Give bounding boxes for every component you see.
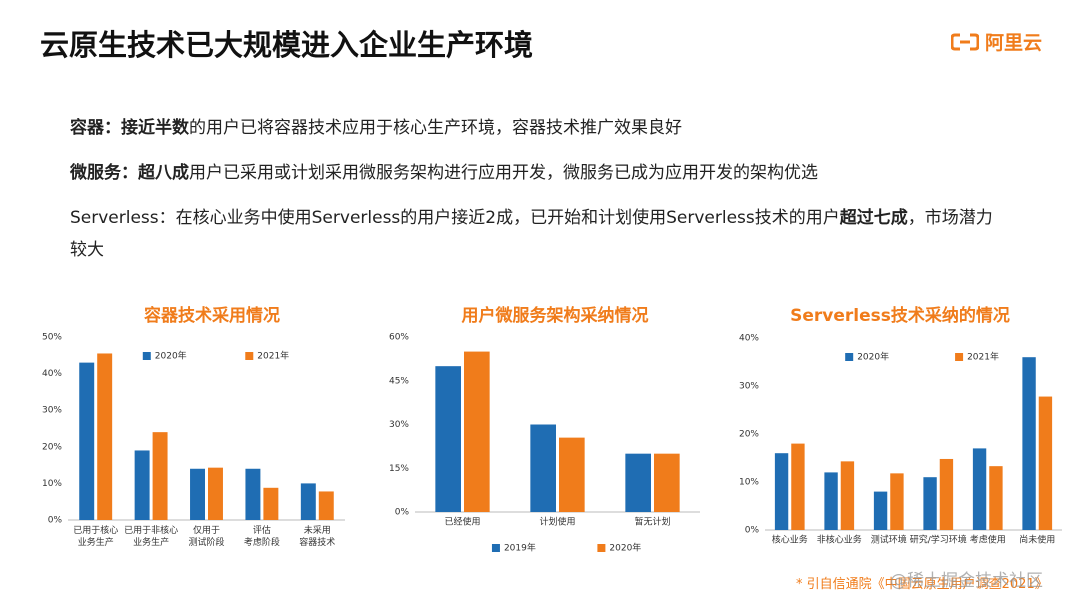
bar bbox=[1022, 357, 1036, 530]
logo: 阿里云 bbox=[950, 28, 1042, 55]
y-tick-label: 10% bbox=[42, 479, 62, 489]
x-tick-label: 已经使用 bbox=[444, 516, 480, 528]
bar bbox=[972, 448, 987, 530]
bar bbox=[190, 468, 205, 520]
bar bbox=[840, 461, 855, 530]
legend-swatch bbox=[845, 353, 854, 361]
x-tick-label: 测试环境 bbox=[871, 534, 907, 546]
bar bbox=[890, 473, 904, 530]
x-tick-label: 非核心业务 bbox=[817, 534, 862, 546]
legend-label: 2020年 bbox=[609, 542, 641, 554]
y-tick-label: 10% bbox=[739, 478, 759, 488]
bar bbox=[300, 483, 316, 520]
legend-swatch bbox=[491, 544, 500, 552]
text: 用户已采用或计划采用微服务架构进行应用开发，微服务已成为应用开发的架构优选 bbox=[189, 163, 818, 183]
y-tick-label: 30% bbox=[42, 406, 62, 416]
bar bbox=[263, 487, 279, 520]
bar bbox=[824, 472, 838, 530]
bar bbox=[208, 467, 223, 520]
y-tick-label: 0% bbox=[745, 526, 760, 536]
paragraph: Serverless：在核心业务中使用Serverless的用户接近2成，已开始… bbox=[70, 202, 1005, 266]
x-tick-label: 计划使用 bbox=[539, 516, 575, 528]
paragraph: 微服务：超八成用户已采用或计划采用微服务架构进行应用开发，微服务已成为应用开发的… bbox=[70, 157, 1005, 189]
bar bbox=[245, 468, 261, 520]
y-tick-label: 20% bbox=[42, 442, 62, 452]
logo-text: 阿里云 bbox=[984, 32, 1042, 54]
chart-title: 容器技术采用情况 bbox=[144, 305, 280, 326]
text: 的用户已将容器技术应用于核心生产环境，容器技术推广效果良好 bbox=[189, 118, 682, 138]
legend-label: 2020年 bbox=[155, 350, 187, 362]
chart-title: 用户微服务架构采纳情况 bbox=[462, 305, 649, 326]
x-tick-label: 未采用容器技术 bbox=[299, 524, 335, 548]
bar bbox=[873, 491, 888, 530]
y-tick-label: 0% bbox=[48, 516, 63, 526]
bar bbox=[318, 491, 334, 520]
x-tick-label: 考虑使用 bbox=[970, 534, 1006, 546]
legend-label: 2020年 bbox=[857, 351, 889, 363]
bar bbox=[559, 437, 585, 512]
x-tick-label: 核心业务 bbox=[772, 534, 808, 546]
bar bbox=[923, 477, 937, 530]
bar bbox=[774, 453, 789, 530]
legend-label: 2021年 bbox=[257, 350, 289, 362]
bar bbox=[654, 453, 680, 512]
chart-title: Serverless技术采纳的情况 bbox=[790, 305, 1010, 326]
x-tick-label: 已用于非核心业务生产 bbox=[124, 524, 178, 548]
watermark: @稀土掘金技术社区 bbox=[890, 571, 1043, 591]
paragraph: 容器：接近半数的用户已将容器技术应用于核心生产环境，容器技术推广效果良好 bbox=[70, 112, 1005, 144]
y-tick-label: 45% bbox=[389, 376, 409, 386]
bar bbox=[791, 443, 805, 530]
y-tick-label: 0% bbox=[395, 508, 410, 518]
bar bbox=[989, 466, 1003, 530]
source-note: * 引自信通院《中国云原生用户调查2021》 bbox=[796, 577, 1048, 592]
bar bbox=[435, 366, 461, 512]
bar bbox=[152, 432, 168, 520]
y-tick-label: 40% bbox=[42, 369, 62, 379]
x-tick-label: 已用于核心业务生产 bbox=[73, 524, 118, 548]
legend-swatch bbox=[245, 352, 254, 360]
bar bbox=[97, 353, 113, 520]
bold-text: 容器：接近半数 bbox=[70, 118, 189, 138]
text: ，市场潜力较大 bbox=[70, 208, 993, 260]
bar bbox=[530, 424, 556, 512]
bold-text: 超过七成 bbox=[839, 208, 908, 228]
legend-swatch bbox=[597, 544, 606, 552]
text: Serverless：在核心业务中使用Serverless的用户接近2成，已开始… bbox=[70, 208, 840, 228]
bar bbox=[464, 351, 490, 512]
bar bbox=[134, 450, 150, 520]
x-tick-label: 仅用于测试阶段 bbox=[188, 524, 224, 548]
bar bbox=[625, 453, 651, 512]
logo-icon bbox=[950, 33, 979, 50]
x-tick-label: 暂无计划 bbox=[634, 516, 670, 528]
legend-swatch bbox=[142, 352, 151, 360]
y-tick-label: 15% bbox=[389, 464, 409, 474]
slide-title: 云原生技术已大规模进入企业生产环境 bbox=[40, 28, 534, 62]
legend-swatch bbox=[955, 353, 964, 361]
x-tick-label: 尚未使用 bbox=[1019, 534, 1055, 546]
y-tick-label: 40% bbox=[739, 334, 759, 344]
bold-text: 微服务：超八成 bbox=[70, 163, 189, 183]
y-tick-label: 60% bbox=[389, 333, 409, 343]
y-tick-label: 30% bbox=[739, 382, 759, 392]
paragraphs: 容器：接近半数的用户已将容器技术应用于核心生产环境，容器技术推广效果良好 微服务：… bbox=[70, 112, 1005, 279]
x-tick-label: 评估考虑阶段 bbox=[244, 524, 280, 548]
legend-label: 2019年 bbox=[504, 542, 536, 554]
y-tick-label: 20% bbox=[739, 430, 759, 440]
bar bbox=[939, 458, 954, 530]
bar bbox=[1038, 396, 1053, 530]
y-tick-label: 50% bbox=[42, 333, 62, 343]
legend-label: 2021年 bbox=[967, 351, 999, 363]
bar bbox=[79, 362, 95, 520]
x-tick-label: 研究/学习环境 bbox=[910, 534, 967, 546]
y-tick-label: 30% bbox=[389, 420, 409, 430]
